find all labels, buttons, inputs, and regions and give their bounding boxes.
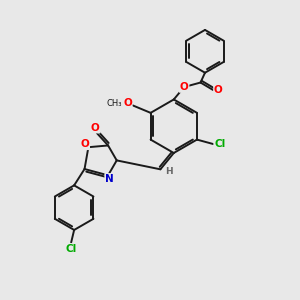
Text: O: O (80, 139, 89, 149)
Text: CH₃: CH₃ (106, 98, 122, 107)
Text: O: O (214, 85, 223, 95)
Text: O: O (91, 123, 100, 133)
Text: O: O (123, 98, 132, 108)
Text: O: O (180, 82, 189, 92)
Text: Cl: Cl (214, 139, 226, 149)
Text: N: N (105, 174, 114, 184)
Text: Cl: Cl (65, 244, 77, 254)
Text: H: H (165, 167, 172, 176)
